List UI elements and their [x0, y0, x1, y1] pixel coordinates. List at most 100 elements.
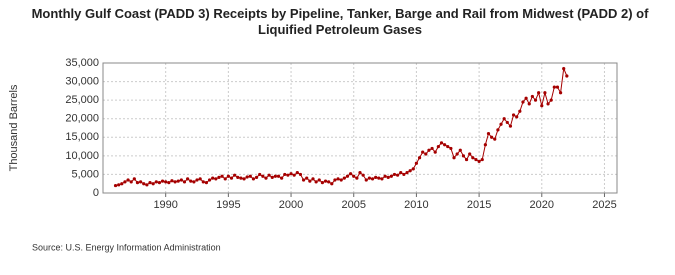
data-point — [396, 173, 400, 177]
x-tick-label: 1990 — [153, 199, 177, 211]
y-tick-label: 10,000 — [65, 150, 99, 162]
data-point — [311, 177, 315, 181]
data-point — [242, 177, 246, 181]
data-point — [455, 152, 459, 156]
data-point — [198, 177, 202, 181]
data-point — [145, 183, 149, 187]
data-point — [546, 102, 550, 106]
data-point — [358, 170, 362, 175]
data-point — [286, 173, 290, 177]
data-point — [160, 179, 165, 183]
data-point — [383, 174, 387, 178]
data-point — [348, 172, 353, 176]
data-point — [129, 180, 133, 184]
data-point — [345, 174, 350, 178]
data-point — [317, 178, 321, 182]
data-point — [562, 66, 566, 71]
data-point — [342, 176, 346, 180]
data-point — [154, 180, 158, 184]
chart-title: Monthly Gulf Coast (PADD 3) Receipts by … — [31, 6, 649, 37]
source: Source: U.S. Energy Information Administ… — [32, 242, 221, 252]
data-point — [452, 156, 456, 160]
data-point — [327, 180, 331, 184]
data-point — [374, 175, 378, 179]
data-point — [505, 120, 509, 125]
x-tick-label: 1995 — [216, 199, 240, 211]
y-tick-label: 35,000 — [65, 57, 99, 69]
x-tick-label: 2005 — [341, 199, 365, 211]
data-point — [280, 176, 284, 180]
data-point — [370, 177, 375, 181]
data-point — [176, 179, 180, 183]
x-tick-label: 2000 — [279, 199, 303, 211]
data-point — [117, 183, 121, 187]
data-point — [207, 178, 212, 182]
data-point — [301, 178, 306, 182]
data-point — [411, 167, 415, 171]
data-point — [226, 174, 230, 178]
data-point — [164, 180, 168, 184]
data-point — [477, 159, 481, 164]
data-point — [468, 152, 472, 156]
y-tick-label: 20,000 — [65, 113, 99, 125]
data-point — [123, 180, 127, 184]
data-point — [186, 177, 190, 181]
data-point — [167, 181, 171, 185]
data-point — [433, 150, 437, 154]
data-point — [486, 131, 491, 136]
data-point — [336, 177, 340, 181]
data-point — [276, 174, 281, 178]
data-point — [443, 143, 447, 147]
data-point — [461, 154, 466, 158]
data-point — [292, 173, 296, 177]
data-point — [436, 144, 440, 149]
data-point — [355, 176, 359, 180]
data-point — [195, 178, 199, 182]
data-point — [471, 156, 475, 160]
data-point — [323, 179, 328, 183]
data-point — [446, 144, 450, 149]
data-point — [139, 180, 143, 184]
data-point — [427, 148, 431, 152]
data-point — [458, 148, 462, 152]
data-point — [220, 174, 224, 178]
data-point — [233, 173, 237, 177]
data-point — [135, 181, 140, 185]
data-point — [148, 181, 152, 185]
data-point — [314, 180, 318, 184]
y-tick-label: 25,000 — [65, 94, 99, 106]
data-point — [211, 176, 215, 180]
x-tick-label: 2015 — [467, 199, 491, 211]
data-point — [439, 141, 444, 145]
data-point — [490, 135, 494, 139]
data-point — [527, 102, 531, 106]
data-point — [537, 91, 541, 95]
data-point — [192, 180, 196, 184]
data-point — [389, 174, 393, 178]
data-point — [182, 180, 187, 184]
data-point — [267, 173, 271, 177]
data-point — [493, 137, 497, 141]
data-point — [417, 156, 422, 160]
data-point — [380, 177, 384, 181]
data-point — [305, 176, 309, 180]
data-point — [515, 115, 519, 119]
data-point — [223, 177, 227, 181]
y-tick-label: 30,000 — [65, 75, 99, 87]
data-point — [120, 182, 124, 186]
data-point — [295, 170, 299, 175]
data-point — [364, 178, 368, 182]
data-point — [179, 178, 183, 182]
data-point — [402, 172, 406, 177]
data-point — [408, 169, 412, 173]
data-point — [392, 172, 397, 177]
data-point — [204, 181, 209, 185]
data-point — [245, 175, 249, 179]
data-point — [518, 109, 522, 113]
data-point — [540, 104, 544, 108]
data-point — [464, 157, 469, 162]
x-tick-label: 2020 — [530, 199, 554, 211]
data-point — [543, 91, 547, 95]
